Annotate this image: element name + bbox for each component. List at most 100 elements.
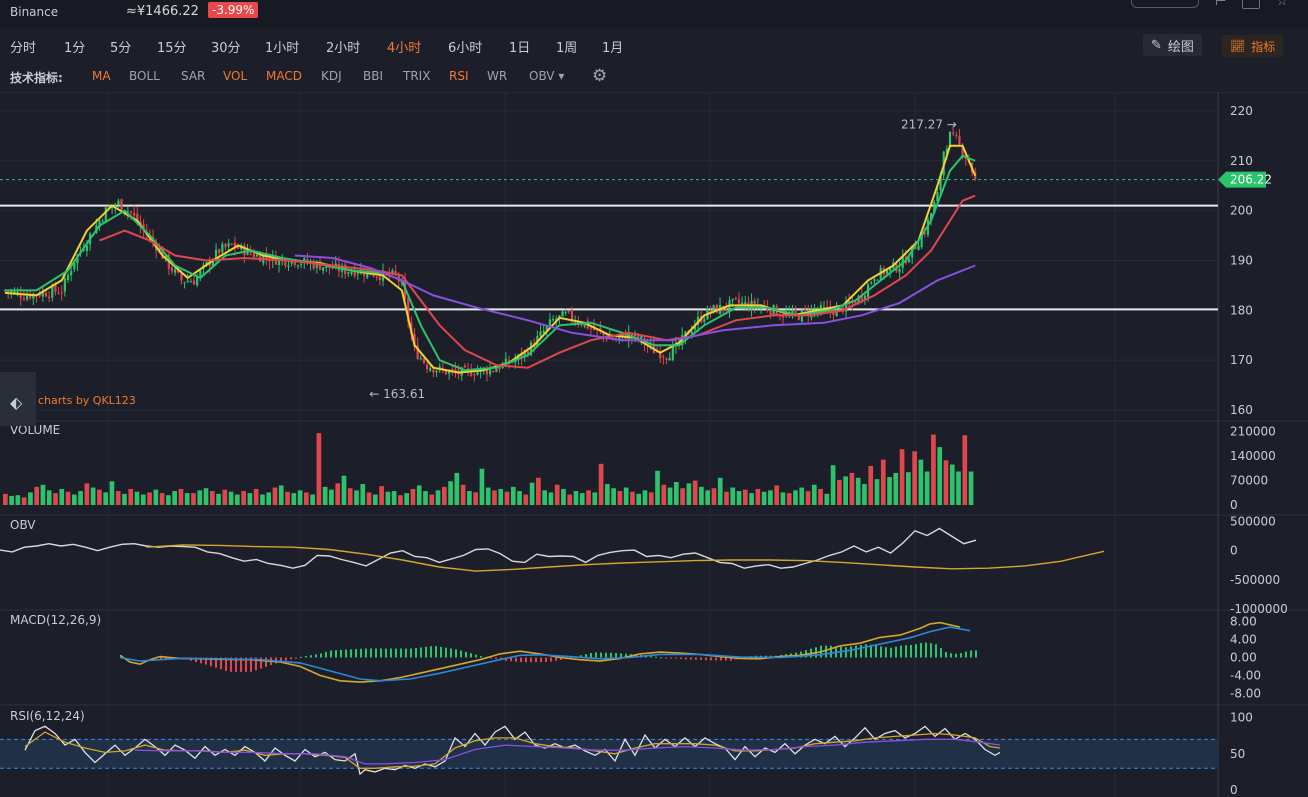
timeframe-8[interactable]: 6小时 (448, 41, 483, 56)
volume-bar-84 (529, 482, 535, 505)
indicator-kdj[interactable]: KDJ (321, 69, 342, 83)
macd-hist-435 (435, 646, 437, 658)
timeframe-10[interactable]: 1周 (556, 41, 578, 56)
volume-bar-94 (592, 492, 598, 505)
timeframe-0[interactable]: 分时 (10, 41, 37, 56)
volume-bar-12 (78, 491, 83, 505)
macd-hist-905 (905, 645, 907, 658)
timeframe-6[interactable]: 2小时 (326, 41, 361, 56)
draw-label: 绘图 (1167, 39, 1194, 55)
volume-bar-11 (71, 494, 77, 505)
indicator-sar[interactable]: SAR (181, 69, 206, 83)
candle-body-238 (753, 300, 756, 307)
candle-body-84 (268, 260, 271, 262)
volume-bar-72 (454, 472, 460, 505)
volume-bar-49 (310, 494, 315, 505)
indicator-trix[interactable]: TRIX (403, 69, 431, 83)
macd-hist-550 (550, 657, 552, 662)
indicator-vol[interactable]: VOL (223, 69, 248, 83)
volume-bar-20 (128, 488, 134, 505)
pencil-icon: ✎ (1151, 37, 1162, 53)
volume-bar-51 (322, 486, 328, 505)
macd-hist-945 (945, 652, 947, 658)
draw-button[interactable]: ✎ 绘图 (1143, 34, 1202, 56)
candle-body-209 (662, 356, 665, 358)
volume-bar-55 (347, 488, 353, 505)
volume-bar-105 (661, 484, 667, 505)
volume-bar-68 (429, 494, 435, 505)
timeframe-7[interactable]: 4小时 (387, 41, 422, 56)
candle-body-71 (227, 243, 230, 247)
timeframe-1[interactable]: 1分 (64, 41, 86, 56)
volume-bar-127 (799, 487, 805, 505)
tick-icon[interactable]: ⊢ (1215, 0, 1227, 9)
candle-body-135 (429, 368, 432, 371)
screenshot-icon[interactable] (1242, 0, 1261, 9)
indicator-wr[interactable]: WR (487, 69, 508, 83)
timeframe-9[interactable]: 1日 (509, 41, 531, 56)
volume-bar-119 (749, 493, 754, 505)
volume-bar-97 (611, 488, 616, 505)
macd-tick-2: 0.00 (1230, 651, 1257, 665)
macd-hist-530 (530, 657, 532, 663)
timeframe-2[interactable]: 5分 (110, 41, 132, 56)
volume-bar-2 (15, 495, 21, 505)
volume-bar-82 (517, 491, 522, 505)
candle-body-281 (889, 266, 892, 271)
timeframe-3[interactable]: 15分 (157, 41, 187, 56)
settings-pill-button[interactable] (1131, 0, 1200, 8)
candle-body-14 (48, 296, 51, 298)
candle-body-134 (426, 364, 429, 370)
volume-bar-146 (918, 459, 924, 505)
macd-tick-0: 8.00 (1230, 615, 1257, 629)
indicator-macd[interactable]: MACD (266, 69, 302, 83)
volume-bar-122 (768, 490, 773, 505)
indicator-ma[interactable]: MA (92, 69, 111, 83)
volume-bar-4 (28, 492, 33, 505)
volume-bar-1 (9, 495, 14, 505)
obv-tick-1: 0 (1230, 544, 1238, 558)
candle-body-290 (917, 245, 920, 251)
volume-bar-106 (667, 487, 673, 505)
candle-body-70 (224, 243, 227, 248)
volume-bar-137 (862, 484, 867, 505)
gear-icon[interactable]: ⚙ (592, 66, 608, 86)
candle-body-5 (19, 293, 22, 299)
candle-body-110 (350, 271, 353, 274)
volume-bar-101 (636, 493, 642, 505)
candle-body-80 (255, 254, 259, 257)
volume-bar-100 (630, 491, 635, 505)
candle-body-60 (192, 280, 196, 285)
volume-bar-57 (360, 484, 366, 505)
indicator-boll[interactable]: BOLL (129, 69, 160, 83)
timeframe-4[interactable]: 30分 (211, 41, 241, 56)
candle-body-267 (844, 301, 848, 312)
volume-bar-34 (216, 493, 221, 505)
timeframe-bar: 分时 1分 5分 15分 30分 1小时 2小时 4小时 6小时 1日 1周 1月 ✎ 绘图 📈︎ 指… (0, 28, 1308, 63)
candle-body-149 (473, 374, 476, 376)
star-icon[interactable]: ☆ (1276, 0, 1288, 9)
candle-body-99 (315, 261, 318, 268)
indicator-obv[interactable]: OBV ▾ (529, 69, 565, 83)
indicator-button[interactable]: 📈︎ 指标 (1222, 35, 1284, 57)
volume-bar-6 (40, 484, 46, 505)
candle-body-171 (542, 330, 545, 333)
timeframe-5[interactable]: 1小时 (265, 41, 300, 56)
volume-bar-139 (874, 479, 880, 505)
macd-hist-940 (940, 648, 942, 658)
volume-bar-58 (366, 492, 372, 505)
macd-hist-965 (965, 651, 967, 658)
macd-hist-235 (235, 657, 237, 672)
volume-bar-81 (510, 486, 516, 505)
volume-bar-144 (906, 472, 911, 505)
candle-body-291 (920, 234, 923, 248)
indicator-bbi[interactable]: BBI (363, 69, 384, 83)
indicator-rsi[interactable]: RSI (449, 69, 469, 83)
macd-hist-210 (210, 657, 212, 667)
volume-bar-93 (586, 490, 591, 505)
timeframe-11[interactable]: 1月 (602, 41, 624, 56)
candle-body-54 (174, 269, 177, 273)
candle-body-37 (120, 199, 123, 211)
macd-hist-620 (620, 653, 622, 658)
macd-hist-585 (585, 654, 587, 658)
